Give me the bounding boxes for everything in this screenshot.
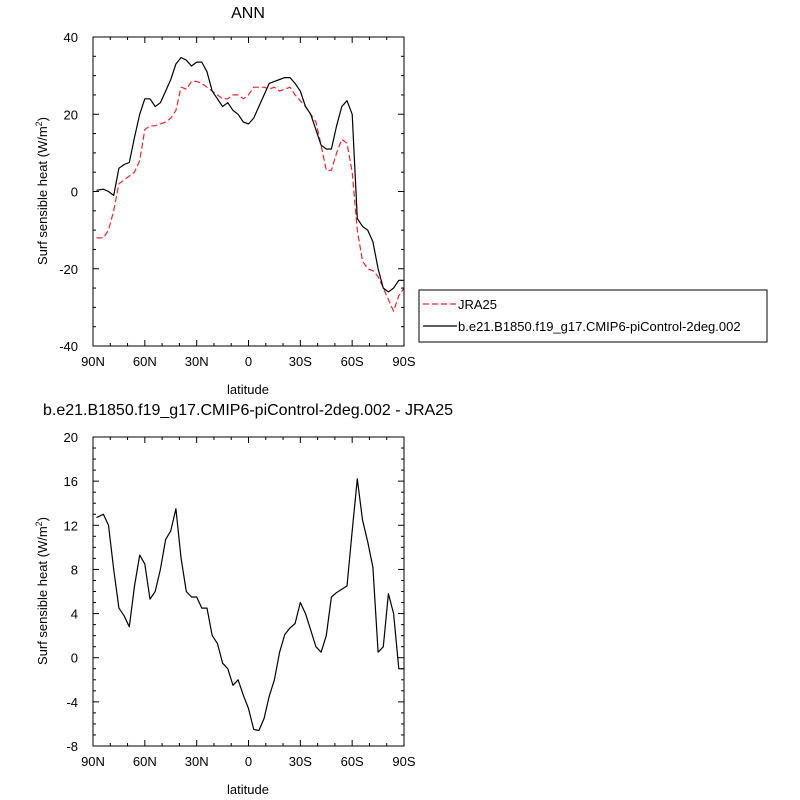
bottom-x-tick-label: 60N — [133, 754, 157, 769]
bottom-series-line-0 — [96, 478, 404, 732]
bottom-x-tick-label: 30S — [289, 754, 312, 769]
top-plot-frame — [92, 36, 405, 347]
top-x-axis: 90N 60N 30N 0 30S 60S 90S — [81, 37, 416, 369]
legend-label-model: b.e21.B1850.f19_g17.CMIP6-piControl-2deg… — [458, 319, 741, 334]
bottom-plot-area — [96, 478, 404, 732]
top-x-tick-label: 0 — [245, 354, 252, 369]
bottom-y-tick-label: -8 — [66, 739, 78, 754]
top-x-tick-label: 90S — [392, 354, 415, 369]
bottom-x-tick-label: 30N — [185, 754, 209, 769]
bottom-y-tick-label: 8 — [71, 562, 78, 577]
panel-top: ANN 90N 60N 30N 0 30S 60S 90S -40 -20 0 20 40 lati… — [34, 5, 768, 397]
bottom-x-tick-label: 90S — [392, 754, 415, 769]
bottom-y-tick-label: 0 — [71, 651, 78, 666]
top-plot-area — [96, 56, 405, 312]
top-series-line-1 — [96, 56, 404, 293]
bottom-y-tick-label: -4 — [66, 695, 78, 710]
bottom-y-tick-label: 20 — [64, 430, 78, 445]
bottom-y-axis: -8 -4 0 4 8 12 16 20 — [64, 430, 404, 754]
top-x-tick-label: 30N — [185, 354, 209, 369]
top-x-tick-label: 90N — [81, 354, 105, 369]
bottom-y-axis-label: Surf sensible heat (W/m2) — [34, 517, 50, 665]
bottom-x-tick-label: 60S — [341, 754, 364, 769]
top-x-tick-label: 60N — [133, 354, 157, 369]
top-y-tick-label: 40 — [64, 30, 78, 45]
bottom-x-axis: 90N 60N 30N 0 30S 60S 90S — [81, 437, 416, 769]
top-y-axis-label: Surf sensible heat (W/m2) — [34, 117, 50, 265]
top-y-tick-label: 20 — [64, 107, 78, 122]
bottom-x-tick-label: 0 — [245, 754, 252, 769]
bottom-y-tick-label: 12 — [64, 518, 78, 533]
panel-bottom: b.e21.B1850.f19_g17.CMIP6-piControl-2deg… — [34, 402, 453, 797]
bottom-y-tick-label: 16 — [64, 474, 78, 489]
bottom-x-tick-label: 90N — [81, 754, 105, 769]
top-y-axis: -40 -20 0 20 40 — [59, 30, 404, 354]
top-x-tick-label: 60S — [341, 354, 364, 369]
top-series-line-0 — [96, 80, 405, 312]
top-x-tick-label: 30S — [289, 354, 312, 369]
top-x-axis-label: latitude — [227, 382, 269, 397]
legend-box — [418, 289, 768, 343]
top-y-tick-label: -40 — [59, 339, 78, 354]
bottom-chart-title: b.e21.B1850.f19_g17.CMIP6-piControl-2deg… — [43, 402, 453, 419]
top-y-tick-label: 0 — [71, 185, 78, 200]
top-chart-title: ANN — [231, 5, 265, 22]
legend: JRA25 b.e21.B1850.f19_g17.CMIP6-piContro… — [418, 289, 768, 343]
top-y-tick-label: -20 — [59, 262, 78, 277]
bottom-x-axis-label: latitude — [227, 782, 269, 797]
bottom-y-tick-label: 4 — [71, 607, 78, 622]
legend-label-jra25: JRA25 — [458, 297, 497, 312]
